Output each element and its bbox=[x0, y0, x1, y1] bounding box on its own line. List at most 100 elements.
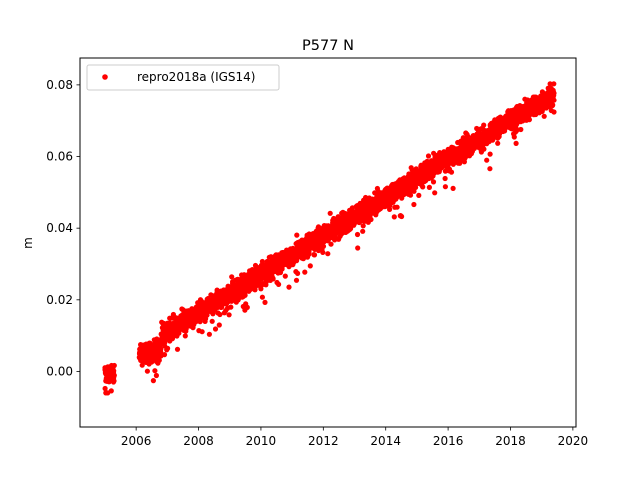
data-point bbox=[411, 201, 417, 208]
legend-box bbox=[86, 64, 280, 91]
y-tick-label: 0.00 bbox=[46, 364, 73, 378]
data-point bbox=[154, 347, 160, 353]
data-point bbox=[103, 378, 109, 384]
data-point bbox=[512, 118, 518, 124]
data-point bbox=[216, 322, 222, 328]
data-point bbox=[446, 156, 452, 162]
data-point bbox=[408, 189, 414, 195]
data-point bbox=[541, 113, 547, 119]
data-point bbox=[362, 205, 368, 211]
data-point bbox=[513, 140, 519, 146]
data-point bbox=[488, 133, 494, 139]
data-point bbox=[477, 140, 483, 146]
data-point bbox=[442, 175, 448, 182]
data-point bbox=[533, 94, 539, 100]
data-point bbox=[239, 289, 245, 295]
data-point bbox=[502, 124, 508, 131]
data-point bbox=[156, 357, 162, 363]
data-point bbox=[284, 254, 290, 260]
data-point bbox=[219, 293, 225, 299]
data-point bbox=[234, 294, 240, 300]
data-point bbox=[150, 378, 156, 384]
data-point bbox=[360, 228, 366, 234]
data-point bbox=[302, 269, 308, 275]
data-point bbox=[539, 92, 545, 98]
data-point bbox=[199, 329, 205, 335]
data-point bbox=[222, 299, 228, 305]
data-point bbox=[334, 223, 340, 229]
data-point bbox=[209, 318, 215, 324]
data-point bbox=[469, 134, 475, 141]
data-point bbox=[432, 190, 438, 196]
data-point bbox=[288, 254, 294, 260]
data-point bbox=[438, 157, 445, 163]
data-point bbox=[206, 331, 212, 337]
data-point bbox=[199, 308, 205, 314]
data-point bbox=[418, 181, 424, 187]
data-point bbox=[161, 352, 168, 358]
data-point bbox=[355, 245, 361, 251]
data-point bbox=[407, 175, 413, 181]
data-point bbox=[360, 223, 366, 229]
data-point bbox=[325, 251, 331, 257]
x-axis: 2006 2008 2010 2012 2014 2016 2018 2020 bbox=[121, 427, 588, 448]
data-point bbox=[412, 176, 418, 182]
data-point bbox=[354, 231, 361, 238]
x-tick-label: 2006 bbox=[121, 434, 152, 448]
data-point bbox=[325, 234, 331, 240]
data-point bbox=[252, 262, 259, 269]
data-point bbox=[508, 112, 514, 118]
data-point bbox=[273, 256, 279, 262]
data-point bbox=[487, 151, 493, 157]
data-point bbox=[288, 248, 294, 254]
data-point bbox=[464, 133, 471, 139]
data-point bbox=[358, 216, 364, 222]
data-point bbox=[455, 151, 461, 157]
data-point bbox=[301, 252, 307, 258]
data-point bbox=[446, 151, 452, 157]
data-point bbox=[102, 385, 108, 392]
data-point bbox=[263, 267, 269, 273]
data-point bbox=[212, 294, 218, 300]
data-point bbox=[307, 263, 313, 269]
data-point bbox=[212, 326, 219, 332]
x-tick-label: 2014 bbox=[370, 434, 401, 448]
data-point bbox=[174, 346, 181, 352]
data-point bbox=[274, 279, 280, 286]
data-point bbox=[450, 161, 456, 167]
data-point bbox=[530, 99, 537, 105]
y-tick-label: 0.04 bbox=[46, 221, 73, 235]
data-point bbox=[108, 375, 114, 381]
data-point bbox=[163, 331, 170, 337]
data-point bbox=[432, 157, 438, 163]
data-point bbox=[266, 260, 272, 266]
data-point bbox=[403, 183, 409, 189]
data-point bbox=[340, 220, 346, 226]
data-point bbox=[180, 307, 186, 313]
data-point bbox=[302, 245, 308, 251]
data-point bbox=[137, 346, 143, 352]
data-point bbox=[481, 129, 487, 135]
data-point bbox=[347, 211, 353, 217]
data-point bbox=[161, 320, 167, 327]
data-point bbox=[266, 254, 272, 260]
data-point bbox=[259, 294, 265, 300]
y-tick-label: 0.06 bbox=[46, 150, 73, 164]
data-point bbox=[508, 120, 514, 126]
data-point bbox=[476, 127, 482, 133]
legend-marker bbox=[102, 74, 108, 80]
data-point bbox=[294, 255, 300, 261]
data-point bbox=[450, 185, 456, 191]
data-point bbox=[197, 297, 204, 303]
data-point bbox=[263, 277, 269, 283]
data-point bbox=[293, 277, 300, 283]
plot-frame bbox=[79, 57, 577, 428]
data-point bbox=[261, 281, 267, 287]
data-point bbox=[294, 232, 300, 238]
data-point bbox=[336, 236, 342, 242]
data-point bbox=[455, 139, 461, 146]
data-point bbox=[366, 201, 373, 207]
data-point bbox=[339, 210, 345, 216]
data-point bbox=[255, 282, 261, 288]
